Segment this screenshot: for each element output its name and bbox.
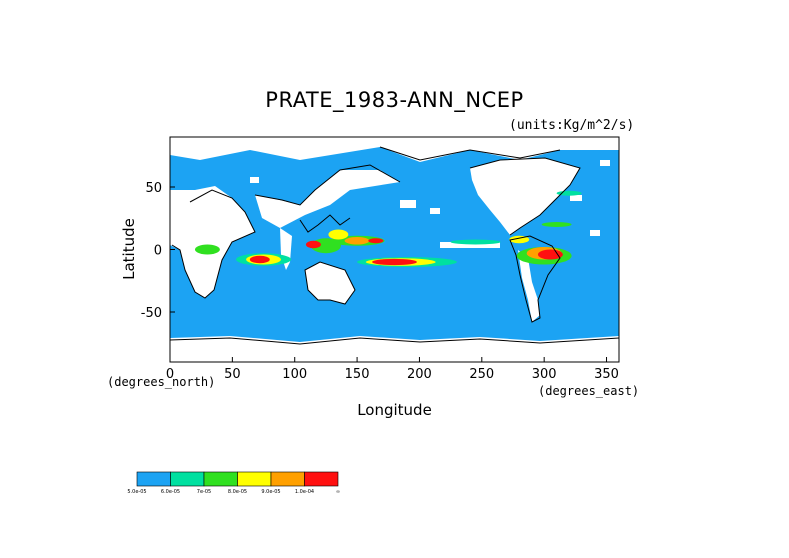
colorbar-label: 6.0e-05 [161,489,180,495]
colorbar-label: 8.0e-05 [228,489,247,495]
precip-band-2 [249,255,270,264]
colorbar-swatch [203,471,238,487]
precip-band-10 [305,240,321,249]
colorbar-swatch [304,471,339,487]
colorbar-label: 9.0e-05 [261,489,280,495]
precip-band-11 [328,229,349,240]
colorbar-swatch [136,471,171,487]
precip-band-16 [541,222,572,227]
colorbar: 5.0e-05 6.0e-05 7e-05 8.0e-05 9.0e-05 1.0e-04… [127,471,340,495]
x-tick-label: 0 [166,367,174,382]
x-ticks: 0 50 100 150 200 250 300 350 [166,357,619,382]
x-tick-label: 100 [282,367,307,382]
x-axis-label: Longitude [357,401,432,419]
precip-band-14 [537,249,563,260]
precip-band-17 [450,239,501,245]
precip-band-7 [344,237,370,245]
x-axis-unit: (degrees_east) [538,384,640,398]
y-tick-label: -50 [141,306,162,321]
colorbar-swatch [237,471,272,487]
y-tick-label: 0 [154,244,162,259]
y-tick-label: 50 [145,181,162,196]
precip-band-8 [368,238,384,244]
x-tick-label: 300 [532,367,557,382]
y-axis-unit: (degrees_north) [107,375,216,389]
units-label: (units:Kg/m^2/s) [509,118,635,133]
colorbar-label: 1.0e-04 [295,489,314,495]
x-tick-label: 150 [345,367,370,382]
x-tick-label: 250 [469,367,494,382]
map-title: PRATE_1983-ANN_NCEP [265,88,524,112]
map-field [170,137,619,362]
land-areas [170,137,619,362]
precip-band-18 [194,244,220,255]
precipitation-bands [194,190,582,267]
x-tick-label: 50 [224,367,241,382]
x-tick-label: 350 [594,367,619,382]
colorbar-label: 7e-05 [197,489,211,495]
coastlines [170,146,619,345]
x-tick-label: 200 [407,367,432,382]
colorbar-swatch [270,471,305,487]
colorbar-label: 5.0e-05 [127,489,146,495]
y-ticks: 50 0 -50 [141,181,175,321]
colorbar-label: ∞ [336,489,340,495]
colorbar-swatch [170,471,205,487]
precip-band-5 [372,258,417,266]
